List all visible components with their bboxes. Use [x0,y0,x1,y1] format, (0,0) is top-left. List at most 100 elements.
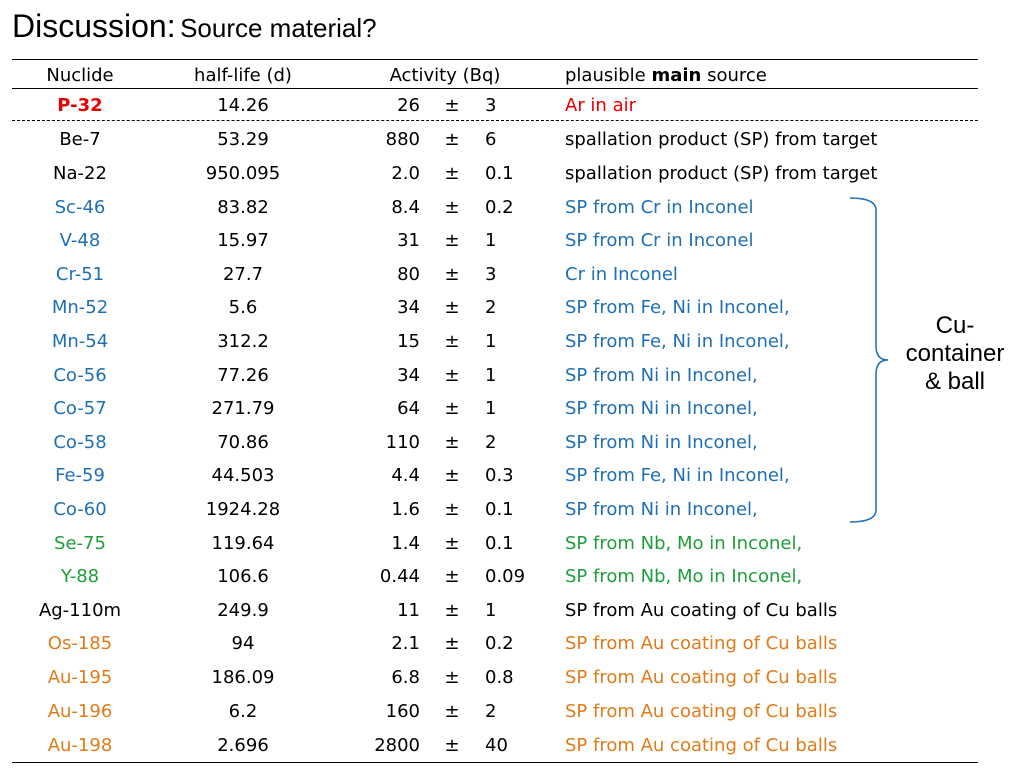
brace-label: Cu- container & ball [905,312,1005,395]
plus-minus-cell: ± [444,600,460,621]
plus-minus-cell: ± [444,230,460,251]
uncertainty-cell: 1 [485,331,497,352]
source-cell: SP from Ni in Inconel, [565,365,758,386]
plus-minus-cell: ± [444,95,460,116]
nuclide-cell: Au-198 [47,735,113,756]
half-life-cell: 27.7 [222,264,264,285]
uncertainty-cell: 0.2 [485,633,514,654]
activity-cell: 8.4 [391,197,420,218]
curly-brace-path [849,197,888,523]
nuclide-cell: P-32 [57,95,103,116]
activity-cell: 31 [397,230,420,251]
source-cell: SP from Fe, Ni in Inconel, [565,331,790,352]
plus-minus-cell: ± [444,735,460,756]
source-cell: SP from Ni in Inconel, [565,398,758,419]
activity-cell: 15 [397,331,420,352]
nuclide-cell: Mn-52 [51,297,109,318]
table-top-rule [12,59,978,60]
slide-title: Discussion: Source material? [12,8,377,45]
source-cell: SP from Au coating of Cu balls [565,633,838,654]
header-half-life: half-life (d) [194,65,292,86]
header-rule [12,88,978,89]
activity-cell: 1.4 [391,533,420,554]
uncertainty-cell: 0.1 [485,163,514,184]
nuclide-cell: Co-56 [53,365,107,386]
nuclide-cell: Mn-54 [51,331,109,352]
dashed-separator [12,120,978,121]
table-bottom-rule [12,762,978,763]
half-life-cell: 6.2 [228,701,258,722]
plus-minus-cell: ± [444,197,460,218]
activity-cell: 110 [385,432,420,453]
uncertainty-cell: 1 [485,600,497,621]
half-life-cell: 119.64 [211,533,275,554]
half-life-cell: 94 [231,633,255,654]
activity-cell: 6.8 [391,667,420,688]
plus-minus-cell: ± [444,633,460,654]
nuclide-cell: Se-75 [54,533,106,554]
uncertainty-cell: 40 [485,735,508,756]
source-cell: SP from Fe, Ni in Inconel, [565,465,790,486]
source-cell: SP from Au coating of Cu balls [565,735,838,756]
header-source-bold: main [651,65,702,86]
title-main: Discussion: [12,8,176,44]
uncertainty-cell: 1 [485,230,497,251]
uncertainty-cell: 1 [485,398,497,419]
nuclide-cell: Co-58 [53,432,107,453]
half-life-cell: 77.26 [217,365,269,386]
activity-cell: 4.4 [391,465,420,486]
half-life-cell: 83.82 [217,197,269,218]
half-life-cell: 1924.28 [205,499,281,520]
header-nuclide: Nuclide [46,65,114,86]
uncertainty-cell: 3 [485,264,497,285]
activity-cell: 160 [385,701,420,722]
nuclide-cell: Ag-110m [38,600,122,621]
plus-minus-cell: ± [444,566,460,587]
activity-cell: 2.1 [391,633,420,654]
uncertainty-cell: 0.8 [485,667,514,688]
half-life-cell: 53.29 [217,129,269,150]
nuclide-cell: Au-196 [47,701,113,722]
plus-minus-cell: ± [444,533,460,554]
uncertainty-cell: 6 [485,129,497,150]
plus-minus-cell: ± [444,129,460,150]
half-life-cell: 106.6 [217,566,269,587]
activity-cell: 34 [397,365,420,386]
activity-cell: 2.0 [391,163,420,184]
source-cell: SP from Ni in Inconel, [565,499,758,520]
half-life-cell: 15.97 [217,230,269,251]
source-cell: SP from Fe, Ni in Inconel, [565,297,790,318]
nuclide-cell: Co-60 [53,499,107,520]
plus-minus-cell: ± [444,331,460,352]
uncertainty-cell: 2 [485,432,497,453]
nuclide-cell: Na-22 [53,163,107,184]
header-activity: Activity (Bq) [389,65,501,86]
activity-cell: 0.44 [379,566,420,587]
curly-brace [849,197,888,523]
plus-minus-cell: ± [444,465,460,486]
uncertainty-cell: 0.09 [485,566,526,587]
source-cell: SP from Au coating of Cu balls [565,600,838,621]
nuclide-cell: Au-195 [47,667,113,688]
source-cell: SP from Cr in Inconel [565,230,754,251]
nuclide-cell: Co-57 [53,398,107,419]
half-life-cell: 70.86 [217,432,269,453]
plus-minus-cell: ± [444,667,460,688]
half-life-cell: 14.26 [217,95,269,116]
half-life-cell: 5.6 [228,297,258,318]
source-cell: SP from Nb, Mo in Inconel, [565,533,803,554]
uncertainty-cell: 0.1 [485,499,514,520]
plus-minus-cell: ± [444,432,460,453]
activity-cell: 880 [385,129,420,150]
source-cell: Cr in Inconel [565,264,678,285]
header-source: plausible main source [565,66,985,86]
source-cell: SP from Au coating of Cu balls [565,701,838,722]
plus-minus-cell: ± [444,365,460,386]
source-cell: SP from Ni in Inconel, [565,432,758,453]
nuclide-cell: V-48 [59,230,101,251]
activity-cell: 2800 [374,735,420,756]
source-cell: SP from Au coating of Cu balls [565,667,838,688]
plus-minus-cell: ± [444,701,460,722]
nuclide-cell: Be-7 [59,129,101,150]
uncertainty-cell: 2 [485,701,497,722]
